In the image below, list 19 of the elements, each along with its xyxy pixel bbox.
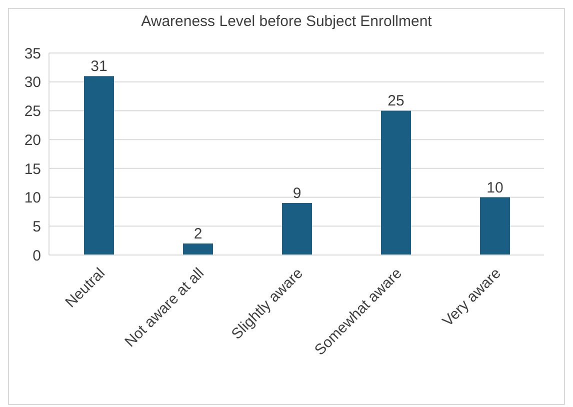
y-tick-label: 10: [24, 190, 41, 207]
chart-title: Awareness Level before Subject Enrollment: [140, 12, 433, 32]
data-label: 10: [486, 179, 504, 196]
bar: [480, 197, 510, 255]
bar: [183, 243, 213, 255]
y-tick-label: 30: [24, 74, 41, 92]
bar: [84, 76, 114, 255]
y-tick-label: 0: [32, 247, 41, 264]
y-tick-label: 20: [24, 132, 41, 149]
y-tick-label: 5: [32, 218, 41, 236]
data-label: 25: [388, 92, 404, 110]
data-label: 9: [292, 185, 302, 202]
bar: [381, 110, 411, 255]
y-tick-label: 15: [24, 160, 41, 178]
y-tick-label: 35: [24, 45, 41, 62]
bar: [282, 203, 312, 255]
data-label: 31: [90, 58, 108, 76]
data-label: 2: [194, 225, 202, 242]
y-tick-label: 25: [24, 103, 41, 120]
